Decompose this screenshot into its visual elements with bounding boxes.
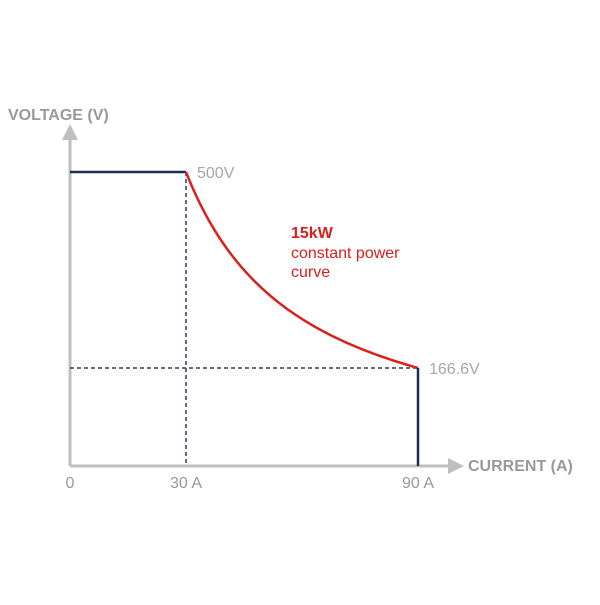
x-tick-label: 90 A [402, 475, 434, 492]
y-axis-arrow-icon [62, 124, 78, 140]
annotation-line-1: constant power [291, 245, 400, 262]
x-axis-arrow-icon [448, 458, 464, 474]
annotation-line-2: curve [291, 264, 330, 281]
annotation-title: 15kW [291, 225, 334, 242]
origin-tick-label: 0 [66, 475, 75, 492]
x-axis-title: CURRENT (A) [468, 458, 573, 475]
constant-power-curve [184, 171, 419, 370]
guide-lines [70, 172, 418, 466]
x-tick-label: 30 A [170, 475, 202, 492]
value-labels: 500V 166.6V [197, 165, 480, 378]
value-label: 500V [197, 165, 235, 182]
value-label: 166.6V [429, 361, 480, 378]
series-lines [70, 170, 420, 466]
y-axis-title: VOLTAGE (V) [8, 107, 109, 124]
x-tick-labels: 30 A 90 A [170, 475, 434, 492]
